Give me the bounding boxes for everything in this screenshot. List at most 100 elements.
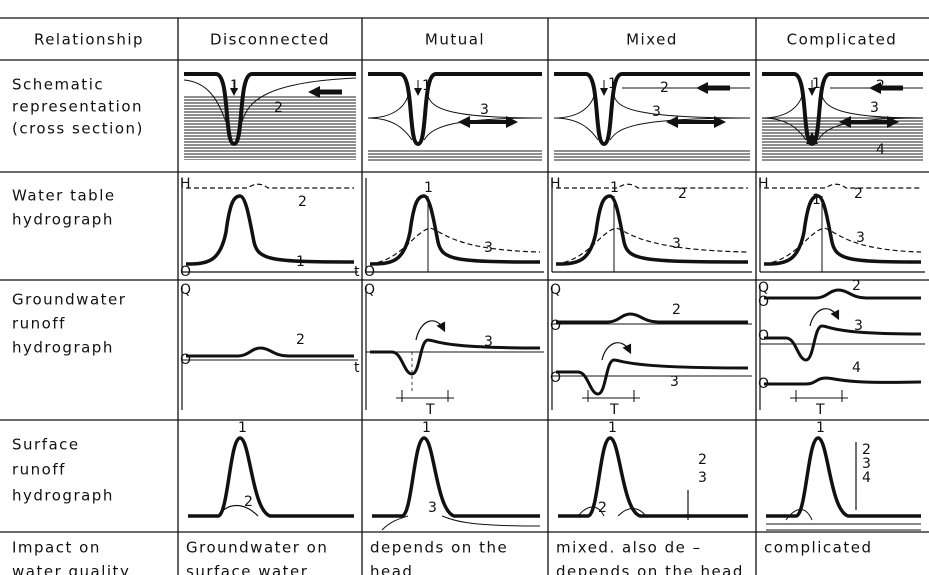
sketch-label: 1 (422, 420, 431, 436)
impact-text: depends on the head (556, 563, 744, 575)
page: {"table": { "header": ["Relationship", "… (0, 0, 929, 575)
header-cell: Mixed (626, 31, 678, 49)
curve (764, 378, 921, 384)
sketch-label: O (550, 370, 561, 386)
sketch: 1 2 3 4 (762, 74, 923, 162)
sketch-label: 3 (672, 236, 681, 252)
curve (416, 321, 444, 340)
row-label: (cross section) (12, 120, 144, 138)
sketch-label: Q (550, 282, 561, 298)
sketch-label: 2 (876, 78, 885, 94)
sketch: 12 (188, 420, 354, 516)
sketch: QO2O3O4T (758, 278, 925, 418)
curve (766, 438, 921, 516)
sketch-label: 4 (862, 470, 871, 486)
curve (368, 118, 412, 140)
sketch-label: 1 (812, 76, 821, 92)
sketch-label: 1 (424, 180, 433, 196)
curve (370, 340, 540, 374)
curve (554, 118, 598, 140)
sketch: 13 (368, 74, 542, 162)
sketch-label: 1 (238, 420, 247, 436)
impact-text: mixed. also de – (556, 539, 702, 557)
impact-text: complicated (764, 539, 872, 557)
row-label: Water table (12, 187, 116, 205)
sketch-label: O (180, 264, 191, 280)
row-label: Schematic (12, 76, 104, 94)
sketch-label: 4 (876, 142, 885, 158)
row-label: runoff (12, 461, 66, 479)
sketch-label: 2 (698, 452, 707, 468)
sketch-label: 3 (670, 374, 679, 390)
curve (188, 438, 354, 516)
sketch-label: 2 (274, 100, 283, 116)
sketch-label: 3 (856, 230, 865, 246)
sketch-label: 3 (484, 240, 493, 256)
curve (372, 438, 540, 516)
row-label: hydrograph (12, 487, 114, 505)
sketch: 1 2 2 3 (558, 420, 748, 520)
curve (556, 196, 748, 264)
row-label: hydrograph (12, 211, 114, 229)
sketch-label: Q (180, 282, 191, 298)
curve (764, 290, 921, 298)
curve (186, 348, 354, 356)
curve (368, 96, 408, 118)
sketch-label: 2 (660, 80, 669, 96)
arrow-head (666, 116, 678, 128)
sketch-label: H (180, 176, 191, 192)
curve (556, 360, 748, 394)
curve (382, 516, 408, 530)
header-cell: Complicated (787, 31, 898, 49)
aquifer-hatch (184, 96, 356, 160)
sketch-label: 1 (296, 254, 305, 270)
sketch: 1 3 O (364, 178, 544, 280)
sketch-label: 2 (298, 194, 307, 210)
curve (762, 96, 802, 118)
sketch-label: O (180, 352, 191, 368)
sketch-label: O (758, 294, 769, 310)
sketch-label: T (815, 402, 825, 418)
curve (186, 196, 354, 264)
sketch-label: 1 (422, 78, 431, 94)
sketch-label: 1 (608, 420, 617, 436)
curve (764, 228, 921, 264)
sketch-label: 2 (852, 278, 861, 294)
sketch-label: 1 (610, 180, 619, 196)
row-label: Impact on (12, 539, 101, 557)
sketch-label: t (354, 264, 360, 280)
row-label: Surface (12, 436, 80, 454)
impact-text: surface water (186, 563, 308, 575)
sketch-label: Q (364, 282, 375, 298)
sketch-label: O (364, 264, 375, 280)
aquifer-hatch (368, 150, 542, 162)
sketch-label: 3 (870, 100, 879, 116)
sketch-label: T (609, 402, 619, 418)
arrow-head (696, 82, 708, 94)
sketch-label: H (758, 176, 769, 192)
sketch-label: 2 (244, 494, 253, 510)
sketch: 12 (184, 74, 356, 160)
row-label: Groundwater (12, 291, 126, 309)
sketch-label: 4 (852, 360, 861, 376)
curve (186, 184, 354, 188)
curve (614, 96, 750, 118)
sketch-label: 2 (598, 500, 607, 516)
curve (764, 196, 921, 264)
sketch-label: 1 (816, 420, 825, 436)
sketch-label: 3 (652, 104, 661, 120)
sketch-label: 3 (698, 470, 707, 486)
sketch-label: 3 (480, 102, 489, 118)
row-label: water quality (12, 563, 130, 575)
sketch: Q3T (364, 282, 544, 418)
curve (556, 184, 748, 188)
sketch-label: 2 (678, 186, 687, 202)
header-cell: Relationship (34, 31, 144, 49)
curve (810, 309, 838, 326)
impact-text: depends on the (370, 539, 508, 557)
header-cell: Mutual (425, 31, 485, 49)
